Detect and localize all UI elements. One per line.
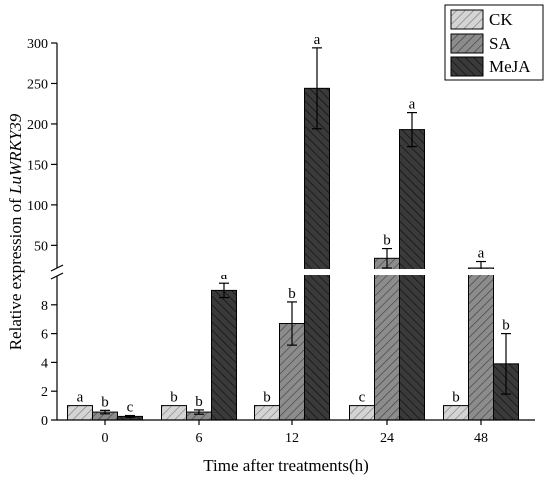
significance-label-sa-24: b xyxy=(383,233,391,249)
y-tick-label-8: 8 xyxy=(41,299,48,314)
significance-label-ck-6: b xyxy=(170,390,178,406)
bar-ck-0 xyxy=(67,405,93,421)
significance-label-meja-12: a xyxy=(314,32,321,48)
y-axis-title: Relative expression of LuWRKY39 xyxy=(6,113,25,350)
y-tick-label-0: 0 xyxy=(41,414,48,429)
legend-label-meja: MeJA xyxy=(489,57,531,76)
legend-swatch-ck xyxy=(450,9,484,30)
x-tick-label-6: 6 xyxy=(196,431,203,446)
legend-label-ck: CK xyxy=(489,10,513,29)
x-tick-label-24: 24 xyxy=(380,431,394,446)
y-tick-label-300: 300 xyxy=(27,37,48,52)
y-tick-label-50: 50 xyxy=(34,239,48,254)
significance-label-meja-48: b xyxy=(502,318,510,334)
y-tick-label-150: 150 xyxy=(27,158,48,173)
y-tick-label-100: 100 xyxy=(27,199,48,214)
significance-label-sa-6: b xyxy=(195,394,203,410)
significance-label-meja-0: c xyxy=(127,400,134,416)
y-tick-label-250: 250 xyxy=(27,77,48,92)
axis-break-mark-lower xyxy=(50,272,64,280)
legend-swatch-meja xyxy=(450,56,484,77)
axis-break-gap xyxy=(45,269,535,275)
y-tick-label-2: 2 xyxy=(41,385,48,400)
bar-sa-24 xyxy=(374,257,400,421)
significance-label-meja-24: a xyxy=(409,97,416,113)
x-tick-label-0: 0 xyxy=(102,431,109,446)
x-axis-title: Time after treatments(h) xyxy=(203,456,369,475)
y-tick-label-200: 200 xyxy=(27,118,48,133)
legend-item-ck: CK xyxy=(450,9,513,30)
bar-ck-48 xyxy=(443,405,469,421)
significance-label-ck-12: b xyxy=(263,390,271,406)
y-axis-title-prefix: Relative expression of xyxy=(6,194,25,350)
bars-layer xyxy=(67,87,519,421)
bar-meja-6 xyxy=(211,289,237,421)
y-axis-title-gene: LuWRKY39 xyxy=(6,113,25,195)
significance-label-sa-12: b xyxy=(288,286,296,302)
legend-label-sa: SA xyxy=(489,34,511,53)
axis-break-mark-upper xyxy=(50,264,64,272)
bar-ck-12 xyxy=(254,405,280,421)
error-bars-layer xyxy=(100,47,511,418)
significance-label-sa-0: b xyxy=(101,394,109,410)
legend-item-sa: SA xyxy=(450,33,511,54)
bar-ck-6 xyxy=(161,405,187,421)
legend-item-meja: MeJA xyxy=(450,56,531,77)
y-tick-label-4: 4 xyxy=(41,356,48,371)
significance-label-ck-0: a xyxy=(77,390,84,406)
significance-label-ck-24: c xyxy=(359,390,366,406)
significance-label-ck-48: b xyxy=(452,390,460,406)
significance-label-meja-6: a xyxy=(221,267,228,283)
significance-labels-layer: a b b c b b b b b a c a a a b xyxy=(77,32,510,416)
y-tick-label-6: 6 xyxy=(41,328,48,343)
bar-sa-48 xyxy=(468,267,494,421)
x-tick-label-48: 48 xyxy=(474,431,488,446)
significance-label-sa-48: a xyxy=(478,246,485,262)
bar-meja-12 xyxy=(304,87,330,421)
x-tick-label-12: 12 xyxy=(285,431,299,446)
legend: CK SA MeJA xyxy=(444,4,544,81)
bar-ck-24 xyxy=(349,405,375,421)
legend-swatch-sa xyxy=(450,33,484,54)
